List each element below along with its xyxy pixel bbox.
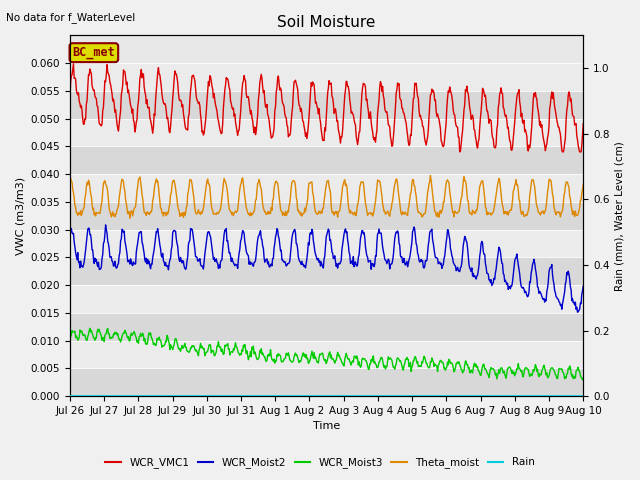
WCR_VMC1 [456, 149, 463, 155]
Theta_moist [126, 215, 134, 221]
WCR_Moist3 [579, 377, 586, 383]
WCR_Moist2 [579, 283, 587, 289]
WCR_Moist2 [404, 261, 412, 266]
Text: BC_met: BC_met [72, 46, 115, 59]
Bar [70, 202, 583, 229]
Theta_moist [181, 213, 189, 218]
WCR_Moist2 [573, 309, 581, 315]
Line: WCR_Moist3: WCR_Moist3 [70, 328, 583, 380]
Line: WCR_VMC1: WCR_VMC1 [70, 64, 583, 152]
Rain [579, 393, 587, 399]
WCR_VMC1 [181, 121, 189, 127]
Rain [66, 393, 74, 399]
WCR_Moist2 [129, 263, 136, 268]
WCR_Moist3 [129, 331, 136, 337]
WCR_Moist2 [66, 232, 74, 238]
Text: No data for f_WaterLevel: No data for f_WaterLevel [6, 12, 136, 23]
Bar [70, 313, 583, 341]
Theta_moist [208, 206, 216, 212]
WCR_Moist3 [208, 348, 216, 353]
Y-axis label: VWC (m3/m3): VWC (m3/m3) [15, 177, 25, 255]
WCR_Moist3 [181, 341, 189, 347]
Theta_moist [129, 213, 136, 219]
Theta_moist [66, 181, 74, 187]
Bar [70, 174, 583, 202]
WCR_Moist3 [390, 364, 397, 370]
WCR_Moist2 [208, 245, 216, 251]
WCR_VMC1 [404, 139, 412, 145]
WCR_VMC1 [70, 61, 77, 67]
Bar [70, 257, 583, 285]
WCR_Moist3 [404, 357, 412, 362]
WCR_Moist2 [76, 259, 83, 264]
Bar [70, 341, 583, 368]
Rain [76, 393, 83, 399]
Bar [70, 146, 583, 174]
Line: Theta_moist: Theta_moist [70, 175, 583, 218]
Theta_moist [390, 192, 397, 198]
X-axis label: Time: Time [313, 421, 340, 432]
Bar [70, 368, 583, 396]
Rain [388, 393, 396, 399]
Legend: WCR_VMC1, WCR_Moist2, WCR_Moist3, Theta_moist, Rain: WCR_VMC1, WCR_Moist2, WCR_Moist3, Theta_… [101, 453, 539, 472]
WCR_VMC1 [390, 135, 397, 141]
Bar [70, 119, 583, 146]
WCR_VMC1 [579, 121, 587, 127]
WCR_Moist3 [76, 335, 83, 340]
Theta_moist [404, 205, 412, 211]
Bar [70, 229, 583, 257]
WCR_VMC1 [66, 96, 74, 102]
Bar [70, 91, 583, 119]
Theta_moist [427, 172, 435, 178]
Y-axis label: Rain (mm), Water Level (cm): Rain (mm), Water Level (cm) [615, 141, 625, 290]
WCR_Moist2 [102, 222, 109, 228]
Rain [180, 393, 188, 399]
WCR_Moist3 [66, 340, 74, 346]
WCR_Moist3 [579, 376, 587, 382]
Theta_moist [76, 211, 83, 217]
Bar [70, 285, 583, 313]
WCR_Moist3 [86, 325, 93, 331]
Title: Soil Moisture: Soil Moisture [277, 15, 376, 30]
Theta_moist [579, 181, 587, 187]
WCR_VMC1 [208, 84, 216, 89]
WCR_VMC1 [129, 106, 136, 112]
Rain [128, 393, 136, 399]
Bar [70, 63, 583, 91]
WCR_VMC1 [76, 101, 84, 107]
WCR_Moist2 [390, 252, 397, 258]
WCR_Moist2 [181, 265, 189, 271]
Rain [404, 393, 412, 399]
Rain [207, 393, 215, 399]
Line: WCR_Moist2: WCR_Moist2 [70, 225, 583, 312]
